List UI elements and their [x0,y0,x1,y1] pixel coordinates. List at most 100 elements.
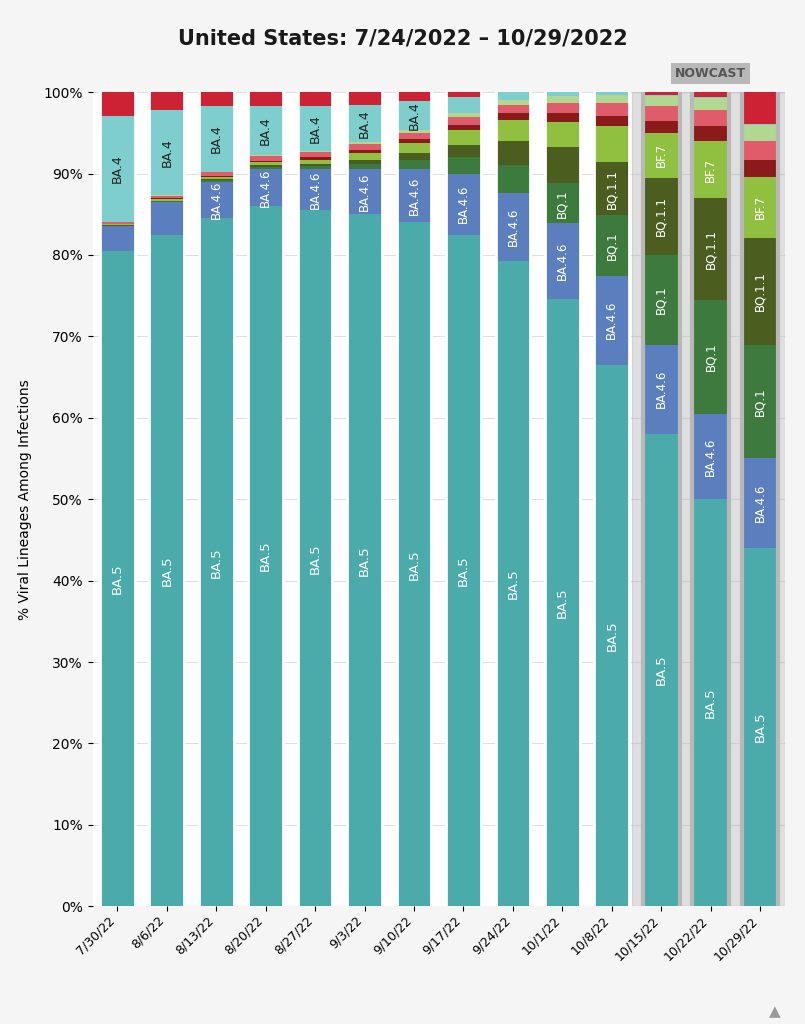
Bar [298,170,332,210]
Text: BA.5: BA.5 [160,555,173,586]
Text: BA.5: BA.5 [753,712,766,742]
Text: BA.4.6: BA.4.6 [308,171,322,209]
Text: BA.5: BA.5 [457,555,470,586]
Bar [446,158,481,173]
Text: BA.4: BA.4 [308,114,322,142]
Bar [446,130,481,145]
Bar [150,110,184,196]
Bar [248,167,283,170]
Bar [594,163,630,215]
Bar [545,183,580,223]
Text: BA.4: BA.4 [259,117,272,145]
Bar [100,116,134,221]
Bar [397,170,431,222]
Bar [545,122,580,147]
Bar [446,145,481,158]
Text: BA.4: BA.4 [358,110,371,138]
Bar [693,198,728,300]
Bar [743,141,778,160]
Bar [248,106,283,156]
Bar [644,96,679,106]
Text: BQ.1: BQ.1 [605,231,618,260]
Bar [693,110,728,126]
Bar [693,300,728,414]
Bar [397,143,431,154]
Bar [298,151,332,153]
Bar [100,92,134,116]
Bar [644,106,679,121]
Bar [496,165,530,193]
Bar [496,92,530,100]
Bar [248,166,283,167]
Bar [248,170,283,206]
Bar [100,226,134,251]
Text: BQ.1: BQ.1 [704,342,717,371]
Bar [347,154,382,160]
Bar [693,126,728,141]
Bar [644,92,679,94]
Bar [397,130,431,133]
Bar [644,133,679,177]
Bar [545,147,580,183]
Bar [347,214,382,906]
Bar [594,126,630,163]
Bar [347,170,382,214]
Bar [644,94,679,96]
Bar [446,125,481,130]
Bar [594,275,630,365]
Text: BA.5: BA.5 [407,549,420,580]
Bar [594,215,630,275]
Bar [594,102,630,116]
Bar [496,140,530,165]
Text: BA.4.6: BA.4.6 [209,181,223,219]
Bar [594,94,630,102]
Bar [397,222,431,906]
Text: BA.4: BA.4 [407,101,420,130]
Bar [743,238,778,344]
Bar [397,133,431,139]
Bar [644,255,679,344]
Text: BA.5: BA.5 [654,654,668,685]
Text: BA.4.6: BA.4.6 [555,242,569,281]
Bar [248,206,283,906]
Text: BA.5: BA.5 [358,545,371,575]
Bar [199,172,233,175]
Bar [298,166,332,170]
Bar [298,92,332,106]
Bar [397,160,431,170]
Bar [644,434,679,906]
Bar [644,177,679,255]
Bar [446,118,481,125]
Bar [397,154,431,160]
Bar [150,92,184,110]
Bar [150,200,184,201]
Bar [397,92,431,101]
Text: BA.5: BA.5 [605,621,618,650]
Bar [496,121,530,140]
Bar [347,105,382,141]
Bar [248,161,283,162]
Text: BA.5: BA.5 [555,588,569,617]
Text: BA.4.6: BA.4.6 [506,208,519,247]
Bar [644,344,679,434]
Bar [298,210,332,906]
Bar [545,113,580,122]
Text: BQ.1.1: BQ.1.1 [704,229,717,269]
Bar [347,141,382,144]
Bar [743,160,778,177]
Text: BA.4.6: BA.4.6 [704,437,717,476]
Text: BF.7: BF.7 [704,158,717,181]
Bar [496,261,530,906]
Text: BF.7: BF.7 [753,196,766,219]
Bar [446,92,481,97]
Text: United States: 7/24/2022 – 10/29/2022: United States: 7/24/2022 – 10/29/2022 [178,29,627,48]
Bar [693,98,728,110]
Bar [644,121,679,133]
Text: BA.4.6: BA.4.6 [605,301,618,339]
Bar [743,177,778,238]
Text: BA.4.6: BA.4.6 [407,177,420,215]
Text: BQ.1: BQ.1 [555,188,569,217]
Text: BQ.1.1: BQ.1.1 [753,271,766,311]
Bar [594,116,630,126]
Bar [545,92,580,96]
